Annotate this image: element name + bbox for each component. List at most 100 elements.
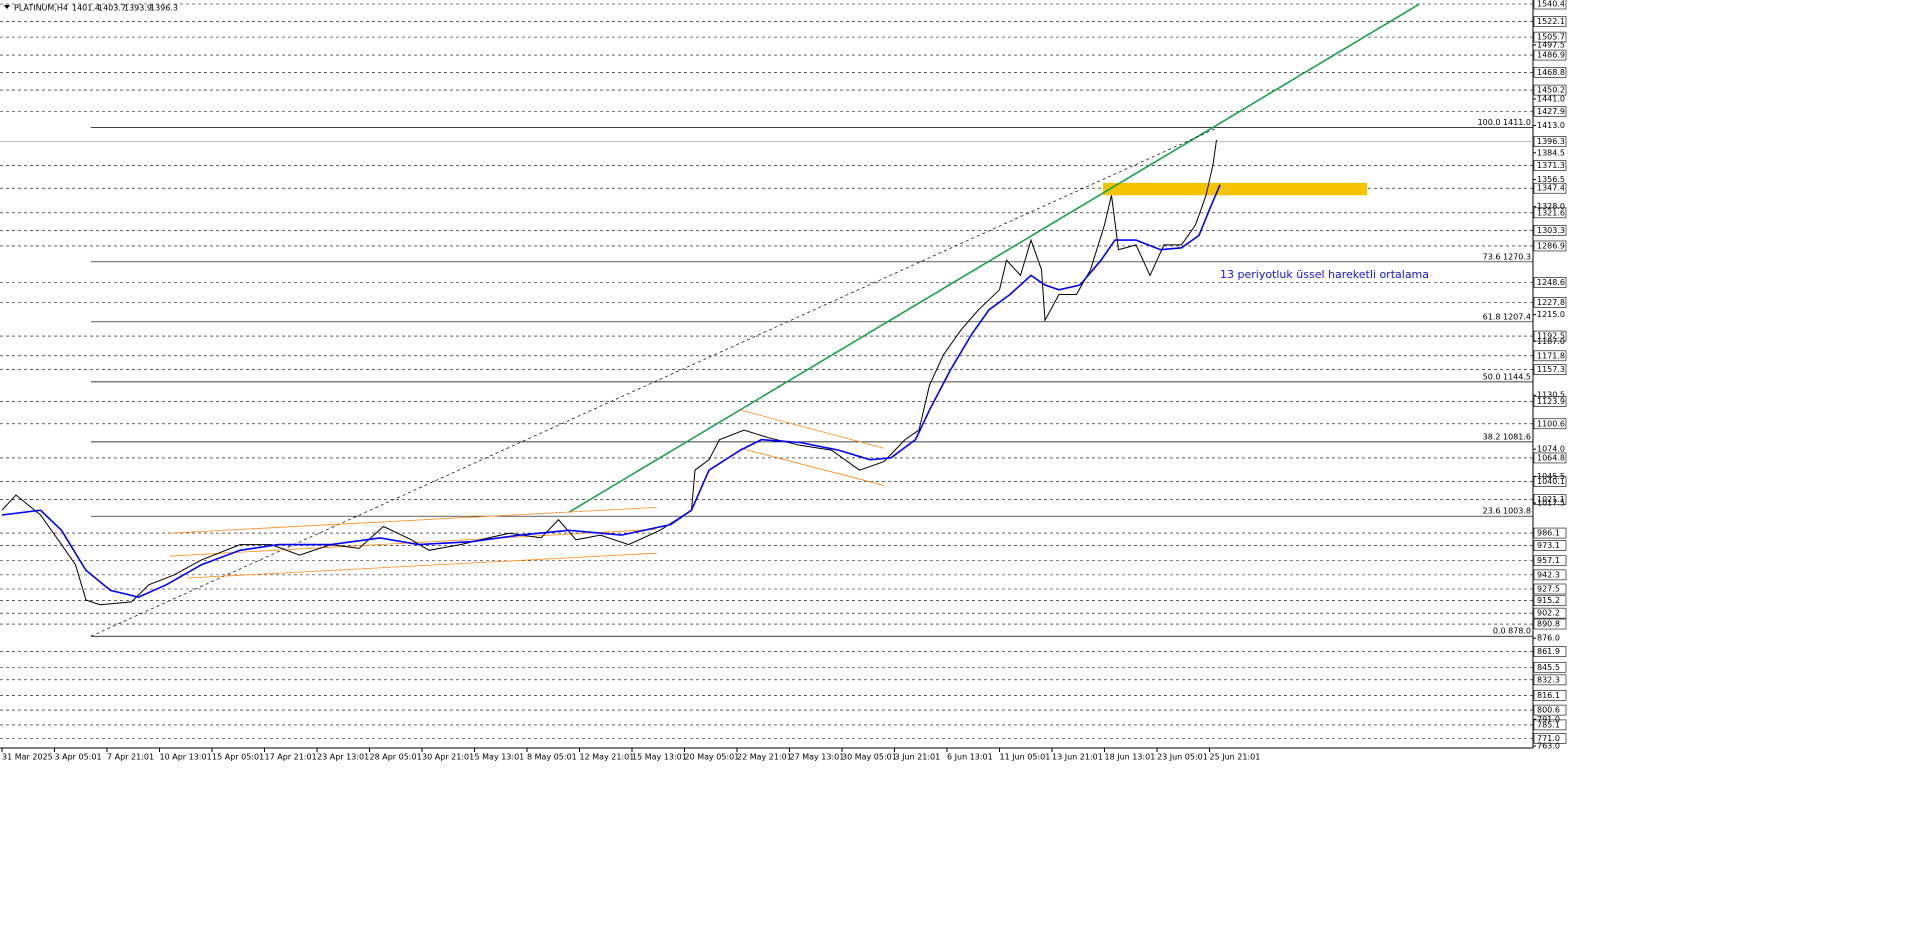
current-price-label: 1396.3 <box>1537 137 1565 146</box>
level-label: 1486.9 <box>1537 51 1565 60</box>
y-tick-label: 1328.0 <box>1537 202 1565 211</box>
y-tick-label: 1130.5 <box>1537 391 1565 400</box>
level-label: 816.1 <box>1537 691 1560 700</box>
y-tick-label: 1441.0 <box>1537 94 1565 103</box>
fib-label: 100.0 1411.0 <box>1478 118 1531 127</box>
level-box <box>1533 661 1567 673</box>
level-label: 1192.5 <box>1537 332 1565 341</box>
level-box <box>1533 350 1567 362</box>
level-box <box>1533 476 1567 487</box>
x-tick-label: 11 Jun 05:01 <box>1000 753 1051 762</box>
level-box <box>1533 607 1567 619</box>
y-tick-label: 876.0 <box>1537 634 1560 643</box>
level-box <box>1533 704 1567 716</box>
trend-line <box>740 447 885 486</box>
level-box <box>1533 494 1567 505</box>
level-label: 771.0 <box>1537 734 1560 743</box>
y-tick-label: 1074.0 <box>1537 445 1565 454</box>
level-label: 800.6 <box>1537 706 1560 715</box>
menu-arrow[interactable] <box>4 5 10 9</box>
level-label: 785.1 <box>1537 720 1560 729</box>
level-box <box>1533 646 1567 657</box>
symbol: PLATINUM,H4 <box>14 4 68 13</box>
level-box <box>1533 240 1567 252</box>
level-label: 1522.1 <box>1537 17 1565 26</box>
level-box <box>1533 297 1567 308</box>
x-tick-label: 3 Apr 05:01 <box>55 753 102 762</box>
trend-line <box>90 127 1219 637</box>
x-tick-label: 7 Apr 21:01 <box>107 753 154 762</box>
x-tick-label: 13 Jun 21:01 <box>1052 753 1103 762</box>
level-label: 1171.8 <box>1537 351 1565 360</box>
level-box <box>1533 84 1567 96</box>
level-box <box>1533 569 1567 581</box>
level-label: 1450.2 <box>1537 86 1565 95</box>
level-box <box>1533 733 1567 744</box>
level-box <box>1533 527 1567 539</box>
fib-label: 50.0 1144.5 <box>1483 372 1531 381</box>
fib-label: 23.6 1003.8 <box>1483 507 1531 516</box>
x-tick-label: 17 Apr 21:01 <box>265 753 317 762</box>
fib-label: 61.8 1207.4 <box>1483 312 1531 321</box>
level-box <box>1533 277 1567 288</box>
y-tick-label: 1413.0 <box>1537 121 1565 130</box>
fib-label: 73.6 1270.3 <box>1483 252 1531 261</box>
level-box <box>1533 160 1567 171</box>
level-box <box>1533 418 1567 430</box>
level-label: 1371.3 <box>1537 161 1565 170</box>
level-box <box>1533 225 1567 236</box>
level-box <box>1533 618 1567 630</box>
level-label: 973.1 <box>1537 541 1560 550</box>
level-box <box>1533 0 1567 10</box>
level-box <box>1533 182 1567 194</box>
level-label: 902.2 <box>1537 609 1560 618</box>
fib-label: 0.0 878.0 <box>1493 627 1531 636</box>
y-tick-label: 763.0 <box>1537 742 1560 751</box>
level-label: 915.2 <box>1537 596 1560 605</box>
level-box <box>1533 16 1567 27</box>
level-label: 832.3 <box>1537 675 1560 684</box>
level-box <box>1533 31 1567 43</box>
x-tick-label: 23 Apr 13:01 <box>317 753 369 762</box>
level-box <box>1533 49 1567 61</box>
level-label: 1064.8 <box>1537 453 1565 462</box>
x-tick-label: 6 Jun 13:01 <box>947 753 993 762</box>
level-label: 1468.8 <box>1537 68 1565 77</box>
level-label: 845.5 <box>1537 663 1560 672</box>
level-label: 890.8 <box>1537 620 1560 629</box>
level-label: 1248.6 <box>1537 278 1565 287</box>
annotation: 13 periyotluk üssel hareketli ortalama <box>1220 268 1429 281</box>
ohlc-value: 1403.7 <box>98 4 126 13</box>
level-label: 1227.8 <box>1537 298 1565 307</box>
x-tick-label: 20 May 05:01 <box>685 753 740 762</box>
price-line <box>1 184 1221 598</box>
level-box <box>1533 452 1567 464</box>
x-tick-label: 3 Jun 21:01 <box>895 753 941 762</box>
level-box <box>1533 555 1567 567</box>
x-tick-label: 22 May 21:01 <box>737 753 792 762</box>
level-box <box>1533 396 1567 407</box>
ohlc-value: 1396.3 <box>150 4 178 13</box>
level-box <box>1533 207 1567 219</box>
x-tick-label: 5 May 13:01 <box>475 753 525 762</box>
x-tick-label: 23 Jun 05:01 <box>1157 753 1208 762</box>
trend-line <box>568 3 1420 513</box>
fib-label: 38.2 1081.6 <box>1483 432 1531 441</box>
level-box <box>1533 690 1567 701</box>
level-label: 1100.6 <box>1537 419 1565 428</box>
trend-line <box>169 528 657 557</box>
trend-line <box>740 409 885 449</box>
level-box <box>1533 674 1567 686</box>
level-label: 957.1 <box>1537 556 1560 565</box>
level-label: 1303.3 <box>1537 226 1565 235</box>
x-tick-label: 8 May 05:01 <box>527 753 577 762</box>
level-label: 927.5 <box>1537 584 1560 593</box>
x-tick-label: 28 Apr 05:01 <box>370 753 422 762</box>
level-label: 1157.3 <box>1537 365 1565 374</box>
price-line <box>1 139 1217 606</box>
y-tick-label: 1356.5 <box>1537 175 1565 184</box>
x-tick-label: 10 Apr 13:01 <box>160 753 212 762</box>
x-tick-label: 18 Jun 13:01 <box>1105 753 1156 762</box>
x-tick-label: 27 May 13:01 <box>790 753 845 762</box>
